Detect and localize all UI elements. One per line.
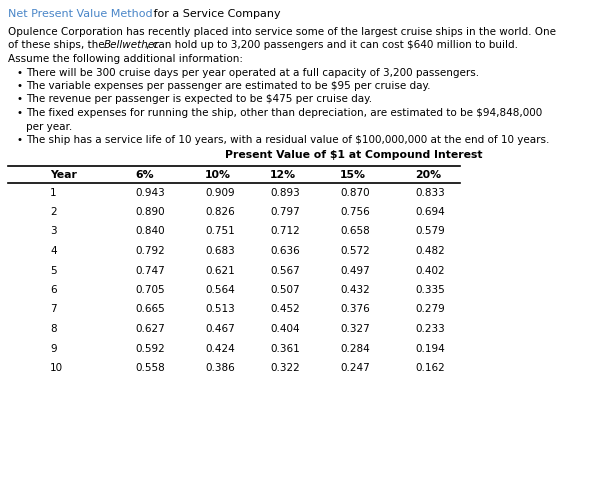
Text: for a Service Company: for a Service Company xyxy=(150,9,281,19)
Text: 0.636: 0.636 xyxy=(270,246,300,256)
Text: 0.497: 0.497 xyxy=(340,265,370,276)
Text: 6%: 6% xyxy=(135,170,154,180)
Text: 0.432: 0.432 xyxy=(340,285,370,295)
Text: 0.564: 0.564 xyxy=(205,285,235,295)
Text: 5: 5 xyxy=(50,265,57,276)
Text: 0.361: 0.361 xyxy=(270,344,300,353)
Text: Present Value of $1 at Compound Interest: Present Value of $1 at Compound Interest xyxy=(225,151,482,160)
Text: 0.840: 0.840 xyxy=(135,226,165,237)
Text: 0.558: 0.558 xyxy=(135,363,165,373)
Text: 0.694: 0.694 xyxy=(415,207,445,217)
Text: 0.909: 0.909 xyxy=(205,188,235,197)
Text: 2: 2 xyxy=(50,207,57,217)
Text: 0.592: 0.592 xyxy=(135,344,165,353)
Text: 0.335: 0.335 xyxy=(415,285,445,295)
Text: 0.386: 0.386 xyxy=(205,363,235,373)
Text: 0.194: 0.194 xyxy=(415,344,445,353)
Text: 0.507: 0.507 xyxy=(270,285,300,295)
Text: 12%: 12% xyxy=(270,170,296,180)
Text: 0.467: 0.467 xyxy=(205,324,235,334)
Text: 0.452: 0.452 xyxy=(270,305,300,314)
Text: 0.747: 0.747 xyxy=(135,265,165,276)
Text: 0.893: 0.893 xyxy=(270,188,300,197)
Text: The revenue per passenger is expected to be $475 per cruise day.: The revenue per passenger is expected to… xyxy=(26,94,372,104)
Text: 8: 8 xyxy=(50,324,57,334)
Text: per year.: per year. xyxy=(26,122,72,132)
Text: 0.627: 0.627 xyxy=(135,324,165,334)
Text: 0.826: 0.826 xyxy=(205,207,235,217)
Text: 0.247: 0.247 xyxy=(340,363,370,373)
Text: The fixed expenses for running the ship, other than depreciation, are estimated : The fixed expenses for running the ship,… xyxy=(26,108,543,118)
Text: •: • xyxy=(16,81,22,91)
Text: 0.890: 0.890 xyxy=(135,207,165,217)
Text: 0.424: 0.424 xyxy=(205,344,235,353)
Text: 0.327: 0.327 xyxy=(340,324,370,334)
Text: 0.712: 0.712 xyxy=(270,226,300,237)
Text: 0.284: 0.284 xyxy=(340,344,370,353)
Text: 0.322: 0.322 xyxy=(270,363,300,373)
Text: 0.943: 0.943 xyxy=(135,188,165,197)
Text: •: • xyxy=(16,135,22,145)
Text: 0.683: 0.683 xyxy=(205,246,235,256)
Text: 0.665: 0.665 xyxy=(135,305,165,314)
Text: There will be 300 cruise days per year operated at a full capacity of 3,200 pass: There will be 300 cruise days per year o… xyxy=(26,68,479,77)
Text: Bellwether: Bellwether xyxy=(104,40,160,51)
Text: 20%: 20% xyxy=(415,170,441,180)
Text: 0.658: 0.658 xyxy=(340,226,370,237)
Text: 0.482: 0.482 xyxy=(415,246,445,256)
Text: 0.579: 0.579 xyxy=(415,226,445,237)
Text: •: • xyxy=(16,68,22,77)
Text: 0.756: 0.756 xyxy=(340,207,370,217)
Text: 9: 9 xyxy=(50,344,57,353)
Text: 0.404: 0.404 xyxy=(270,324,300,334)
Text: 0.572: 0.572 xyxy=(340,246,370,256)
Text: The ship has a service life of 10 years, with a residual value of $100,000,000 a: The ship has a service life of 10 years,… xyxy=(26,135,550,145)
Text: 6: 6 xyxy=(50,285,57,295)
Text: of these ships, the: of these ships, the xyxy=(8,40,108,51)
Text: 0.567: 0.567 xyxy=(270,265,300,276)
Text: 0.833: 0.833 xyxy=(415,188,445,197)
Text: 0.751: 0.751 xyxy=(205,226,235,237)
Text: 1: 1 xyxy=(50,188,57,197)
Text: 0.162: 0.162 xyxy=(415,363,445,373)
Text: Opulence Corporation has recently placed into service some of the largest cruise: Opulence Corporation has recently placed… xyxy=(8,27,556,37)
Text: 0.279: 0.279 xyxy=(415,305,445,314)
Text: 0.513: 0.513 xyxy=(205,305,235,314)
Text: 10%: 10% xyxy=(205,170,231,180)
Text: •: • xyxy=(16,94,22,104)
Text: 0.402: 0.402 xyxy=(415,265,444,276)
Text: Year: Year xyxy=(50,170,77,180)
Text: 0.870: 0.870 xyxy=(340,188,369,197)
Text: 0.797: 0.797 xyxy=(270,207,300,217)
Text: 7: 7 xyxy=(50,305,57,314)
Text: 0.376: 0.376 xyxy=(340,305,370,314)
Text: Assume the following additional information:: Assume the following additional informat… xyxy=(8,54,243,64)
Text: 0.621: 0.621 xyxy=(205,265,235,276)
Text: Net Present Value Method: Net Present Value Method xyxy=(8,9,152,19)
Text: 0.705: 0.705 xyxy=(135,285,165,295)
Text: 4: 4 xyxy=(50,246,57,256)
Text: 10: 10 xyxy=(50,363,63,373)
Text: 0.792: 0.792 xyxy=(135,246,165,256)
Text: The variable expenses per passenger are estimated to be $95 per cruise day.: The variable expenses per passenger are … xyxy=(26,81,430,91)
Text: 3: 3 xyxy=(50,226,57,237)
Text: 15%: 15% xyxy=(340,170,366,180)
Text: •: • xyxy=(16,108,22,118)
Text: 0.233: 0.233 xyxy=(415,324,445,334)
Text: , can hold up to 3,200 passengers and it can cost $640 million to build.: , can hold up to 3,200 passengers and it… xyxy=(146,40,518,51)
